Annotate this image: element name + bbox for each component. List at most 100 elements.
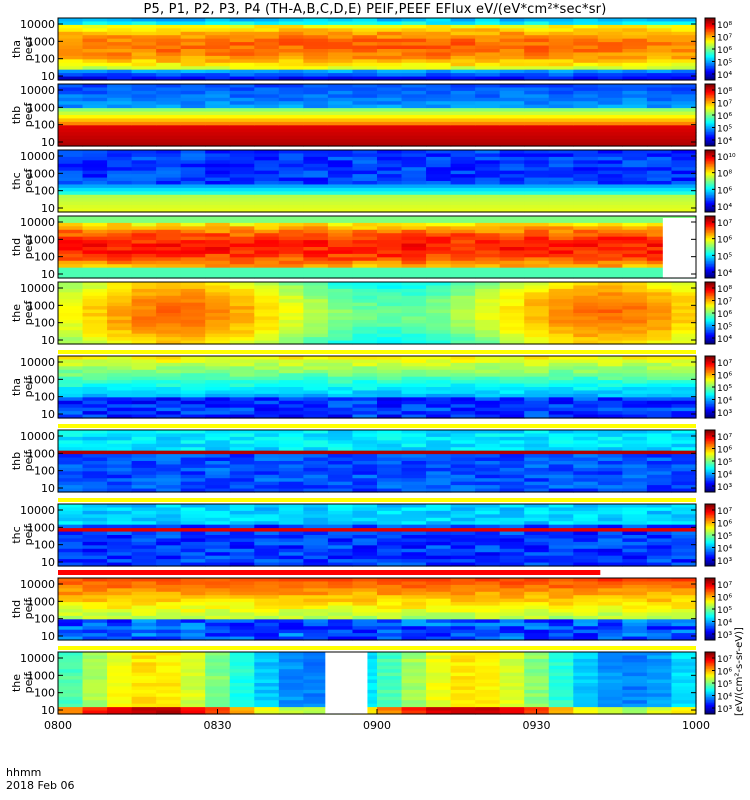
heatmap-cell	[327, 359, 354, 364]
heatmap-cell	[524, 187, 550, 192]
heatmap-cell	[597, 42, 623, 47]
heatmap-cell	[156, 135, 182, 140]
heatmap-cell	[156, 555, 182, 560]
heatmap-cell	[352, 160, 378, 165]
heatmap-cell	[278, 485, 304, 490]
heatmap-cell	[548, 629, 574, 634]
heatmap-cell	[58, 450, 84, 455]
heatmap-cell	[597, 153, 623, 158]
heatmap-cell	[401, 45, 427, 50]
heatmap-cell	[401, 84, 427, 89]
heatmap-cell	[671, 404, 697, 409]
heatmap-cell	[254, 467, 280, 472]
heatmap-cell	[180, 658, 206, 663]
heatmap-cell	[131, 42, 157, 47]
heatmap-cell	[131, 652, 157, 657]
heatmap-cell	[82, 84, 108, 89]
panel-the-peif	[58, 652, 697, 715]
heatmap-cell	[671, 457, 697, 462]
heatmap-cell	[597, 121, 623, 126]
heatmap-cell	[352, 330, 378, 335]
colorbar-tick-label: 10⁵	[717, 384, 732, 394]
heatmap-cell	[58, 380, 84, 385]
heatmap-cell	[205, 622, 231, 627]
heatmap-cell	[303, 340, 329, 345]
heatmap-cell	[646, 264, 673, 269]
heatmap-cell	[303, 636, 329, 641]
heatmap-cell	[254, 362, 280, 367]
heatmap-cell	[107, 156, 133, 161]
heatmap-cell	[205, 591, 231, 596]
heatmap-cell	[671, 285, 697, 290]
colorbar-step	[705, 632, 715, 635]
heatmap-cell	[646, 167, 673, 172]
heatmap-cell	[450, 229, 476, 234]
heatmap-cell	[327, 478, 354, 483]
heatmap-cell	[131, 397, 157, 402]
heatmap-cell	[671, 464, 697, 469]
heatmap-cell	[205, 478, 231, 483]
heatmap-cell	[377, 87, 403, 92]
heatmap-cell	[597, 411, 623, 416]
heatmap-cell	[671, 45, 697, 50]
heatmap-cell	[156, 514, 182, 519]
heatmap-cell	[303, 150, 329, 155]
heatmap-cell	[205, 216, 231, 221]
heatmap-cell	[131, 447, 157, 452]
colorbar-step	[705, 289, 715, 292]
heatmap-cell	[499, 481, 525, 486]
heatmap-cell	[597, 208, 623, 213]
heatmap-cell	[180, 250, 206, 255]
heatmap-cell	[401, 559, 427, 564]
heatmap-cell	[107, 514, 133, 519]
heatmap-cell	[622, 507, 648, 512]
heatmap-cell	[450, 219, 476, 224]
colorbar-step	[705, 585, 715, 588]
heatmap-cell	[426, 229, 452, 234]
heatmap-cell	[156, 619, 182, 624]
heatmap-cell	[352, 101, 378, 106]
heatmap-cell	[499, 181, 525, 186]
heatmap-cell	[622, 440, 648, 445]
heatmap-cell	[426, 366, 452, 371]
colorbar-step	[705, 153, 715, 156]
heatmap-cell	[82, 247, 108, 252]
heatmap-cell	[524, 35, 550, 40]
heatmap-cell	[229, 397, 255, 402]
heatmap-cell	[475, 28, 501, 33]
heatmap-cell	[377, 288, 403, 293]
heatmap-cell	[229, 177, 255, 182]
heatmap-cell	[254, 541, 280, 546]
heatmap-cell	[82, 514, 108, 519]
heatmap-cell	[524, 626, 550, 631]
heatmap-cell	[131, 330, 157, 335]
heatmap-cell	[327, 393, 354, 398]
heatmap-cell	[278, 548, 304, 553]
y-tick-label: 100	[34, 391, 55, 404]
heatmap-cell	[499, 24, 525, 29]
heatmap-cell	[303, 541, 329, 546]
heatmap-cell	[107, 619, 133, 624]
heatmap-cell	[475, 153, 501, 158]
heatmap-cell	[401, 595, 427, 600]
colorbar-step	[705, 237, 715, 240]
heatmap-cell	[278, 679, 304, 684]
heatmap-cell	[327, 598, 354, 603]
heatmap-cell	[131, 609, 157, 614]
heatmap-cell	[622, 555, 648, 560]
heatmap-cell	[548, 359, 574, 364]
heatmap-cell	[156, 689, 182, 694]
heatmap-cell	[180, 337, 206, 342]
heatmap-cell	[524, 243, 550, 248]
heatmap-cell	[278, 535, 304, 540]
heatmap-cell	[597, 629, 623, 634]
heatmap-cell	[107, 319, 133, 324]
colorbar-step	[705, 173, 715, 176]
heatmap-cell	[205, 59, 231, 64]
heatmap-cell	[401, 264, 427, 269]
heatmap-cell	[426, 454, 452, 459]
heatmap-cell	[499, 177, 525, 182]
heatmap-cell	[254, 288, 280, 293]
heatmap-cell	[107, 128, 133, 133]
heatmap-cell	[377, 306, 403, 311]
